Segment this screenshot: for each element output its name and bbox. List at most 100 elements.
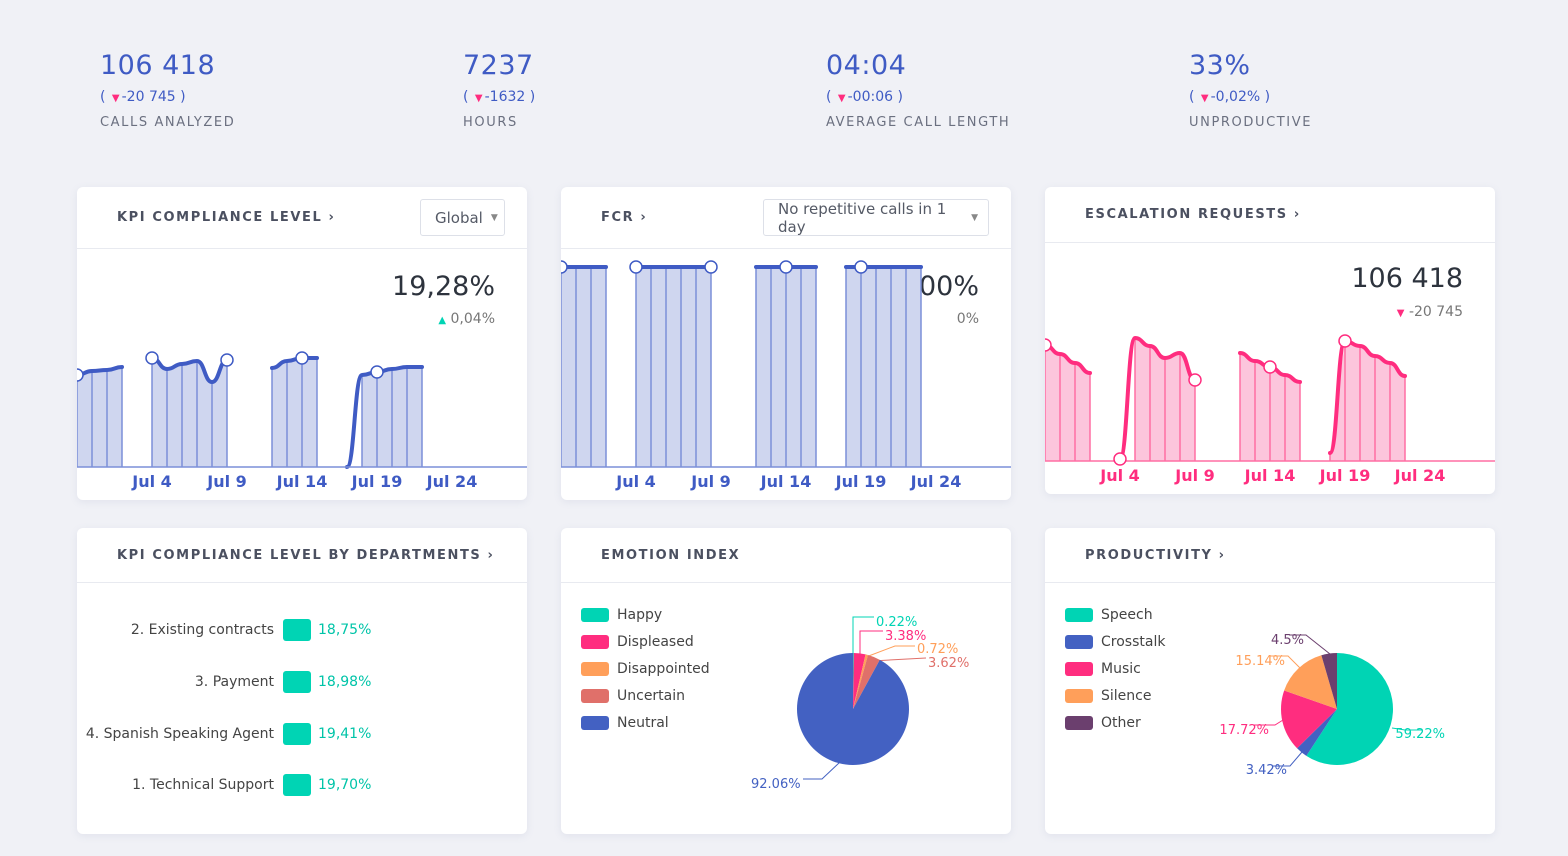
x-tick-label: Jul 9 [1174, 466, 1215, 485]
leader-line [1273, 751, 1303, 767]
legend-item-disappointed[interactable]: Disappointed [581, 655, 710, 682]
data-point-marker [854, 260, 868, 274]
legend-label: Silence [1101, 687, 1152, 704]
legend-swatch [581, 634, 609, 649]
data-point-marker [295, 351, 309, 365]
legend-swatch [581, 607, 609, 622]
department-value: 18,75% [318, 622, 372, 638]
delta-text: 0,04% [450, 311, 495, 327]
card-title[interactable]: KPI COMPLIANCE LEVEL › [77, 187, 527, 249]
kpi-delta: ( ▼ -20 745 ) [100, 89, 186, 105]
data-point-marker [370, 365, 384, 379]
legend-item-speech[interactable]: Speech [1065, 601, 1165, 628]
department-bar [283, 723, 311, 745]
department-row: 4. Spanish Speaking Agent 19,41% [77, 722, 527, 746]
legend-item-crosstalk[interactable]: Crosstalk [1065, 628, 1165, 655]
legend-item-happy[interactable]: Happy [581, 601, 710, 628]
department-row: 3. Payment 18,98% [77, 670, 527, 694]
pie-slice-crosstalk [1297, 709, 1337, 756]
data-point-marker [561, 260, 568, 274]
x-tick-label: Jul 9 [690, 472, 731, 491]
legend-label: Other [1101, 714, 1141, 731]
area-fill [77, 367, 122, 467]
legend-label: Happy [617, 606, 663, 623]
legend-label: Uncertain [617, 687, 686, 704]
value-delta: ▲ 0,04% [438, 311, 495, 327]
department-name: 4. Spanish Speaking Agent [85, 726, 274, 742]
x-tick-label: Jul 14 [1244, 466, 1296, 485]
series-line [1328, 338, 1407, 455]
data-point-marker [145, 351, 159, 365]
area-fill [152, 358, 227, 467]
kpi-label: HOURS [463, 115, 518, 130]
legend-swatch [1065, 688, 1093, 703]
kpi-calls-analyzed: 106 418 ( ▼ -20 745 ) CALLS ANALYZED [100, 50, 235, 130]
slice-label: 3.62% [928, 656, 969, 671]
leader-line [871, 657, 927, 662]
legend-label: Music [1101, 660, 1141, 677]
legend-item-silence[interactable]: Silence [1065, 682, 1165, 709]
pie-slice-neutral [797, 653, 909, 765]
x-tick-label: Jul 4 [615, 472, 656, 491]
fcr-area-chart: Jul 4 Jul 9 Jul 14 Jul 19 Jul 24 [561, 260, 1011, 491]
series-line [1045, 343, 1092, 375]
area-fill [272, 358, 317, 467]
department-bar [283, 774, 311, 796]
legend-item-other[interactable]: Other [1065, 709, 1165, 736]
x-tick-label: Jul 14 [276, 472, 328, 491]
legend-swatch [581, 661, 609, 676]
delta-text: -20 745 [1408, 304, 1463, 320]
pie-slice-uncertain [853, 655, 880, 709]
card-title[interactable]: ESCALATION REQUESTS › [1045, 187, 1495, 243]
slice-label: 0.72% [917, 642, 958, 657]
legend-item-displeased[interactable]: Displeased [581, 628, 710, 655]
leader-line [859, 630, 883, 655]
leader-line [1391, 727, 1422, 731]
leader-line [865, 645, 915, 658]
department-value: 18,98% [318, 674, 372, 690]
data-point-marker [77, 368, 84, 382]
kpi-value: 7237 [463, 50, 534, 81]
big-value: 19,28% [392, 271, 495, 302]
big-value: 106 418 [1351, 263, 1463, 294]
legend-label: Crosstalk [1101, 633, 1166, 650]
pie-slice-silence [1284, 655, 1337, 709]
kpi-label: CALLS ANALYZED [100, 115, 236, 130]
escalation-area-chart: Jul 4 Jul 9 Jul 14 Jul 19 Jul 24 [1045, 334, 1495, 485]
leader-line [1289, 634, 1331, 655]
series-line [1118, 335, 1197, 461]
scope-dropdown[interactable]: Global ▼ [420, 199, 505, 236]
slice-label: 59.22% [1395, 727, 1445, 742]
dropdown-value: Global [435, 208, 483, 227]
legend-item-neutral[interactable]: Neutral [581, 709, 710, 736]
repetition-dropdown[interactable]: No repetitive calls in 1 day ▼ [763, 199, 989, 236]
kpi-delta-value: -0,02% [1210, 89, 1261, 105]
legend-label: Speech [1101, 606, 1153, 623]
legend-swatch [581, 715, 609, 730]
legend-label: Disappointed [617, 660, 710, 677]
data-point-marker [1263, 360, 1277, 374]
legend-swatch [1065, 715, 1093, 730]
legend-swatch [581, 688, 609, 703]
slice-label: 3.42% [1246, 763, 1287, 778]
legend-item-music[interactable]: Music [1065, 655, 1165, 682]
card-title: EMOTION INDEX [561, 528, 1011, 583]
leader-line [1254, 719, 1284, 726]
area-fill [1045, 345, 1090, 461]
data-point-marker [220, 353, 234, 367]
area-fill [846, 267, 921, 467]
legend-item-uncertain[interactable]: Uncertain [581, 682, 710, 709]
kpi-delta-value: -1632 [484, 89, 526, 105]
escalation-card: ESCALATION REQUESTS › 106 418 ▼ -20 745 … [1045, 187, 1495, 494]
caret-down-icon: ▼ [490, 212, 498, 223]
card-title[interactable]: KPI COMPLIANCE LEVEL BY DEPARTMENTS › [77, 528, 527, 583]
card-title[interactable]: FCR › [561, 187, 1011, 249]
kpi-unproductive: 33% ( ▼ -0,02% ) UNPRODUCTIVE [1189, 50, 1312, 130]
x-tick-label: Jul 4 [1099, 466, 1140, 485]
pie-slice-speech [1306, 653, 1393, 765]
department-name: 3. Payment [194, 674, 274, 690]
department-row: 2. Existing contracts 18,75% [77, 618, 527, 642]
kpi-label: AVERAGE CALL LENGTH [826, 115, 1011, 130]
pie-slice-displeased [853, 653, 866, 709]
card-title[interactable]: PRODUCTIVITY › [1045, 528, 1495, 583]
